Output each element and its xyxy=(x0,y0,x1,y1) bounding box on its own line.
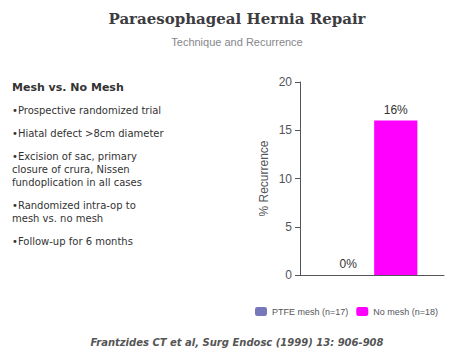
svg-text:15: 15 xyxy=(279,123,293,137)
svg-text:Frantzides CT et al, Surg Endo: Frantzides CT et al, Surg Endosc (1999) … xyxy=(90,337,383,348)
svg-text:•Excision of sac, primary: •Excision of sac, primary xyxy=(12,151,137,162)
svg-text:•Follow-up for 6 months: •Follow-up for 6 months xyxy=(12,236,133,247)
svg-text:PTFE mesh (n=17): PTFE mesh (n=17) xyxy=(272,307,348,317)
svg-text:•Hiatal defect >8cm diameter: •Hiatal defect >8cm diameter xyxy=(12,128,164,139)
svg-text:No mesh (n=18): No mesh (n=18) xyxy=(373,307,438,317)
svg-text:•Prospective randomized trial: •Prospective randomized trial xyxy=(12,105,161,116)
svg-text:closure of crura, Nissen: closure of crura, Nissen xyxy=(12,164,130,175)
svg-text:0: 0 xyxy=(285,268,292,282)
svg-text:mesh vs. no mesh: mesh vs. no mesh xyxy=(12,213,103,224)
svg-text:fundoplication in all cases: fundoplication in all cases xyxy=(12,177,142,188)
svg-text:20: 20 xyxy=(279,75,293,89)
svg-text:5: 5 xyxy=(285,220,292,234)
svg-text:•Randomized intra-op to: •Randomized intra-op to xyxy=(12,200,136,211)
svg-text:% Recurrence: % Recurrence xyxy=(257,140,271,216)
svg-text:Technique and Recurrence: Technique and Recurrence xyxy=(171,36,302,48)
svg-text:10: 10 xyxy=(279,172,293,186)
svg-text:0%: 0% xyxy=(340,257,358,271)
svg-text:Mesh vs. No Mesh: Mesh vs. No Mesh xyxy=(12,81,124,94)
svg-text:16%: 16% xyxy=(384,103,408,117)
svg-text:Paraesophageal Hernia Repair: Paraesophageal Hernia Repair xyxy=(109,10,367,28)
